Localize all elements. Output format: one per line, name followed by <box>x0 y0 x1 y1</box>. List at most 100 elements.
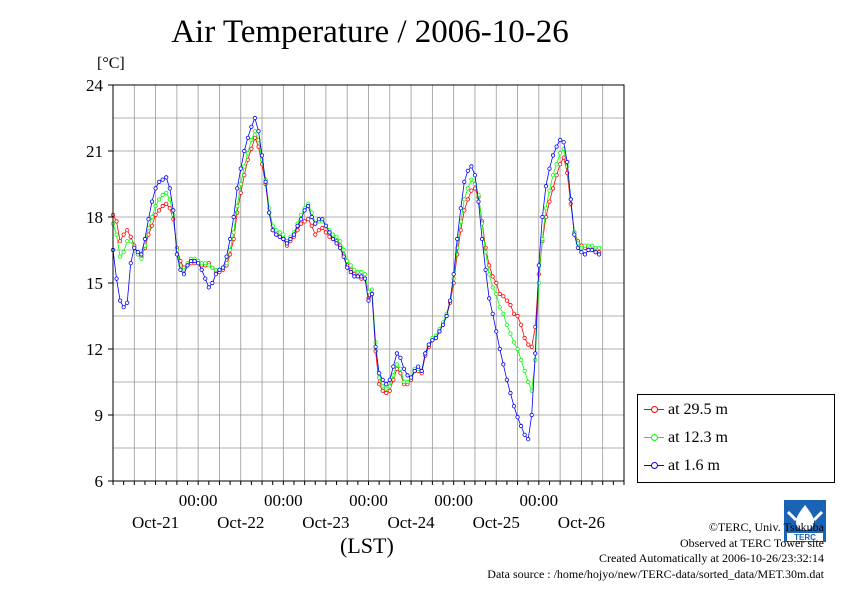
data-point <box>199 267 204 272</box>
data-point <box>547 199 552 204</box>
data-point <box>327 230 332 235</box>
data-point <box>561 140 566 145</box>
data-point <box>263 179 268 184</box>
data-point <box>490 274 495 279</box>
data-point <box>160 203 165 209</box>
data-point <box>213 272 219 277</box>
legend-marker-blue <box>651 462 658 469</box>
data-point <box>582 243 588 248</box>
data-point <box>501 311 506 316</box>
x-axis-label: (LST) <box>340 533 394 558</box>
y-tick-label: 9 <box>95 406 104 425</box>
data-point <box>550 186 556 191</box>
data-point <box>522 368 527 374</box>
data-point <box>359 274 364 279</box>
data-point <box>465 168 470 173</box>
series-line <box>112 116 600 441</box>
y-tick-label: 18 <box>86 208 103 227</box>
data-point <box>114 276 119 281</box>
data-point <box>568 197 573 202</box>
data-point <box>377 371 382 376</box>
data-point <box>352 274 357 279</box>
data-point <box>249 146 254 151</box>
data-point <box>306 203 311 209</box>
data-point <box>298 221 304 226</box>
data-point <box>494 291 499 297</box>
data-point <box>366 298 371 303</box>
data-point <box>178 267 183 272</box>
data-point <box>167 186 172 191</box>
data-point <box>572 232 577 237</box>
data-point <box>185 263 190 268</box>
data-point <box>536 263 541 268</box>
data-point <box>245 151 250 156</box>
chart-title: Air Temperature / 2006-10-26 <box>171 14 569 50</box>
x-date-label: Oct-22 <box>217 513 264 532</box>
data-point <box>558 151 563 156</box>
terc-logo: TERC <box>784 500 826 542</box>
data-point <box>235 203 240 209</box>
data-point <box>217 267 222 272</box>
data-point <box>323 230 329 235</box>
data-point <box>359 269 364 275</box>
data-point <box>139 256 144 261</box>
data-point <box>504 322 509 327</box>
data-point <box>518 423 524 429</box>
data-point <box>387 388 392 393</box>
data-point <box>274 232 279 237</box>
data-point <box>597 252 602 257</box>
data-point <box>295 223 300 228</box>
data-point <box>391 364 396 369</box>
data-point <box>174 252 179 257</box>
data-point <box>320 225 325 231</box>
y-tick-label: 24 <box>86 76 104 95</box>
data-point <box>401 366 407 371</box>
data-point <box>526 379 531 385</box>
data-point <box>149 214 155 220</box>
data-point <box>565 159 570 165</box>
data-point <box>398 355 403 360</box>
data-point <box>547 166 552 171</box>
data-point <box>121 250 126 255</box>
data-point <box>490 311 495 316</box>
data-point <box>181 272 187 277</box>
source-text: Data source : /home/hojyo/new/TERC-data/… <box>487 566 824 581</box>
data-point <box>121 305 126 310</box>
data-point <box>192 258 197 264</box>
data-point <box>377 375 382 380</box>
data-point <box>142 236 148 242</box>
data-point <box>533 351 538 356</box>
data-point <box>132 245 137 250</box>
data-point <box>228 247 233 253</box>
data-point <box>515 415 520 420</box>
data-point <box>373 344 378 349</box>
data-point <box>518 357 524 363</box>
data-point <box>543 184 549 189</box>
data-point <box>522 432 527 437</box>
legend-marker-green <box>651 434 658 441</box>
data-point <box>309 214 314 220</box>
data-point <box>203 276 208 281</box>
data-point <box>508 331 513 336</box>
footer: ©TERC, Univ. Tsukuba Observed at TERC To… <box>487 520 824 582</box>
data-point <box>444 313 449 319</box>
x-date-label: Oct-24 <box>387 513 435 532</box>
data-point <box>235 186 240 191</box>
data-point <box>362 276 368 281</box>
data-point <box>206 263 211 268</box>
data-point <box>160 192 165 198</box>
data-point <box>171 208 176 213</box>
data-point <box>440 322 446 327</box>
data-point <box>128 234 133 239</box>
data-point <box>387 377 392 382</box>
data-point <box>582 252 588 257</box>
data-point <box>125 228 130 233</box>
data-point <box>167 206 172 211</box>
data-point <box>238 181 243 187</box>
data-point <box>483 267 488 272</box>
axis-layer: 69121518212400:00Oct-2100:00Oct-2200:00O… <box>86 76 625 532</box>
data-point <box>327 234 332 239</box>
data-point <box>277 234 282 239</box>
x-midnight-label: 00:00 <box>349 491 388 510</box>
data-point <box>405 379 410 385</box>
